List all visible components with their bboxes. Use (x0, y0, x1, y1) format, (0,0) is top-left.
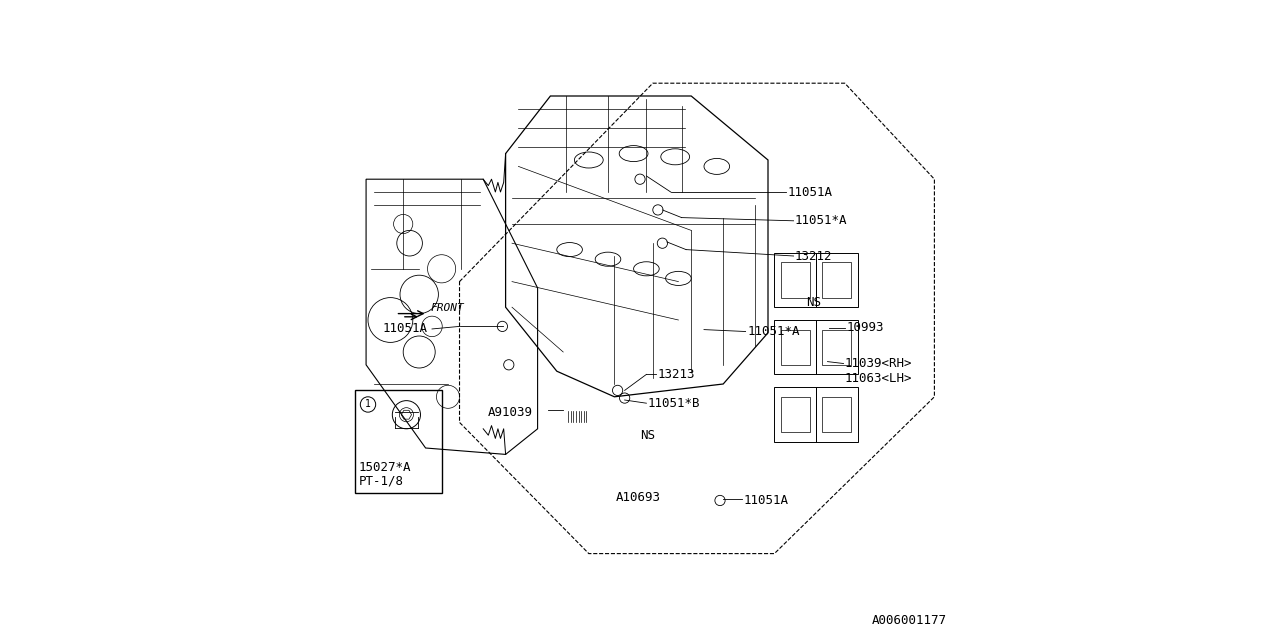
Text: 10993: 10993 (846, 321, 883, 334)
Text: FRONT: FRONT (430, 303, 463, 314)
Text: NS: NS (640, 429, 655, 442)
Text: 11051*A: 11051*A (748, 325, 800, 338)
Text: 11051A: 11051A (744, 494, 788, 507)
Text: 11051A: 11051A (787, 186, 832, 198)
Text: PT-1/8: PT-1/8 (358, 475, 403, 488)
Bar (356, 390, 442, 493)
Text: 11051*A: 11051*A (795, 214, 847, 227)
Text: 11039<RH>: 11039<RH> (845, 357, 913, 370)
Text: 11063<LH>: 11063<LH> (845, 372, 913, 385)
Text: A10693: A10693 (616, 492, 660, 504)
Text: 13213: 13213 (658, 368, 695, 381)
Text: 11051A: 11051A (383, 323, 428, 335)
Text: NS: NS (806, 296, 822, 308)
Text: 1: 1 (365, 399, 371, 410)
Text: 11051*B: 11051*B (648, 397, 700, 410)
Text: A006001177: A006001177 (872, 614, 947, 627)
Text: 15027*A: 15027*A (358, 461, 411, 474)
Text: 13212: 13212 (795, 250, 832, 262)
Text: A91039: A91039 (488, 406, 532, 419)
